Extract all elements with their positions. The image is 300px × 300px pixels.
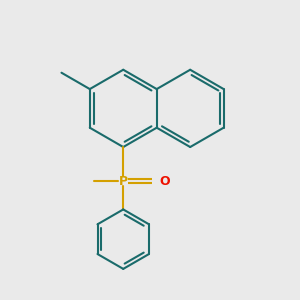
Text: P: P — [119, 175, 128, 188]
Text: O: O — [159, 175, 169, 188]
